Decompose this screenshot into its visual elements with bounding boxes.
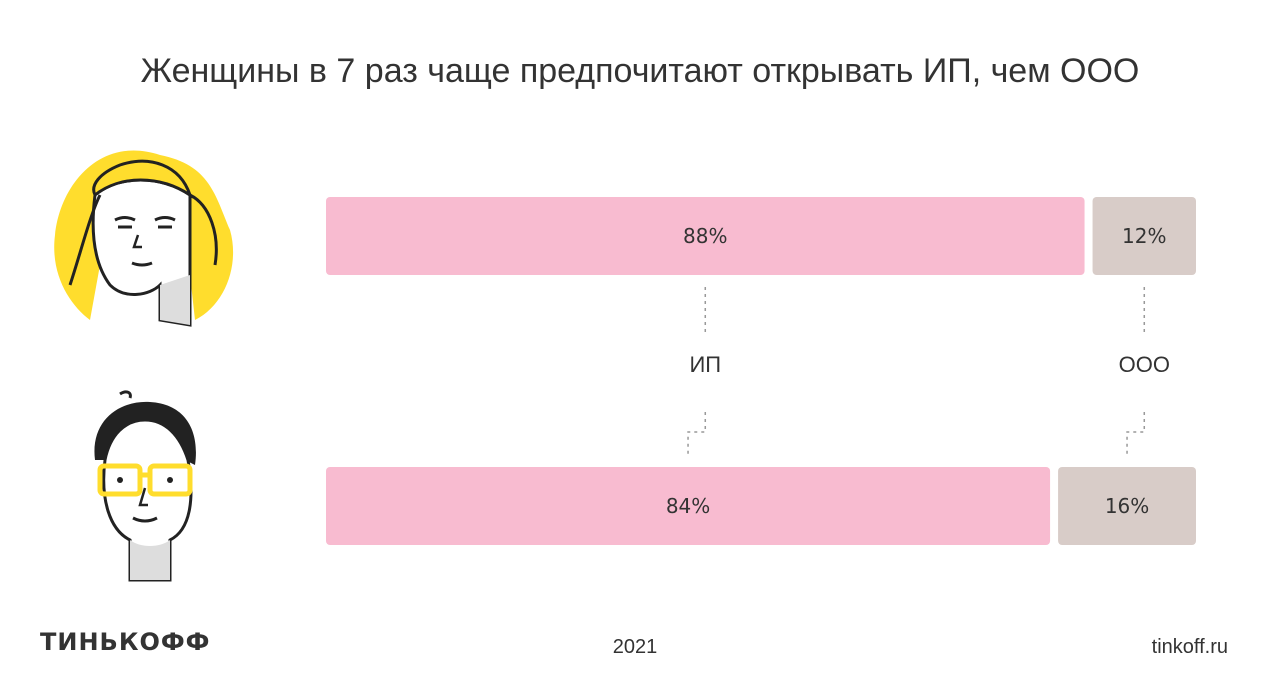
woman-avatar-icon <box>54 150 234 327</box>
bar-value-label: 12% <box>1122 224 1166 248</box>
brand-logo: ТИНЬКОФФ <box>40 628 211 656</box>
man-avatar-icon <box>94 390 196 582</box>
bar-value-label: 88% <box>683 224 727 248</box>
category-label: ИП <box>689 352 721 377</box>
year-label: 2021 <box>612 636 658 658</box>
bar-segment-ooo <box>1058 467 1196 545</box>
bar-segment-ip <box>326 197 1085 275</box>
bar-value-label: 16% <box>1105 494 1149 518</box>
bar-segment-ip <box>326 467 1051 545</box>
bar-value-label: 84% <box>666 494 710 518</box>
chart-title: Женщины в 7 раз чаще предпочитают открыв… <box>140 52 1140 90</box>
connector-line <box>1126 412 1146 455</box>
site-link[interactable]: tinkoff.ru <box>1151 636 1228 658</box>
category-label: ООО <box>1119 352 1170 377</box>
connector-line <box>687 412 707 455</box>
bar-segment-ooo <box>1092 197 1196 275</box>
